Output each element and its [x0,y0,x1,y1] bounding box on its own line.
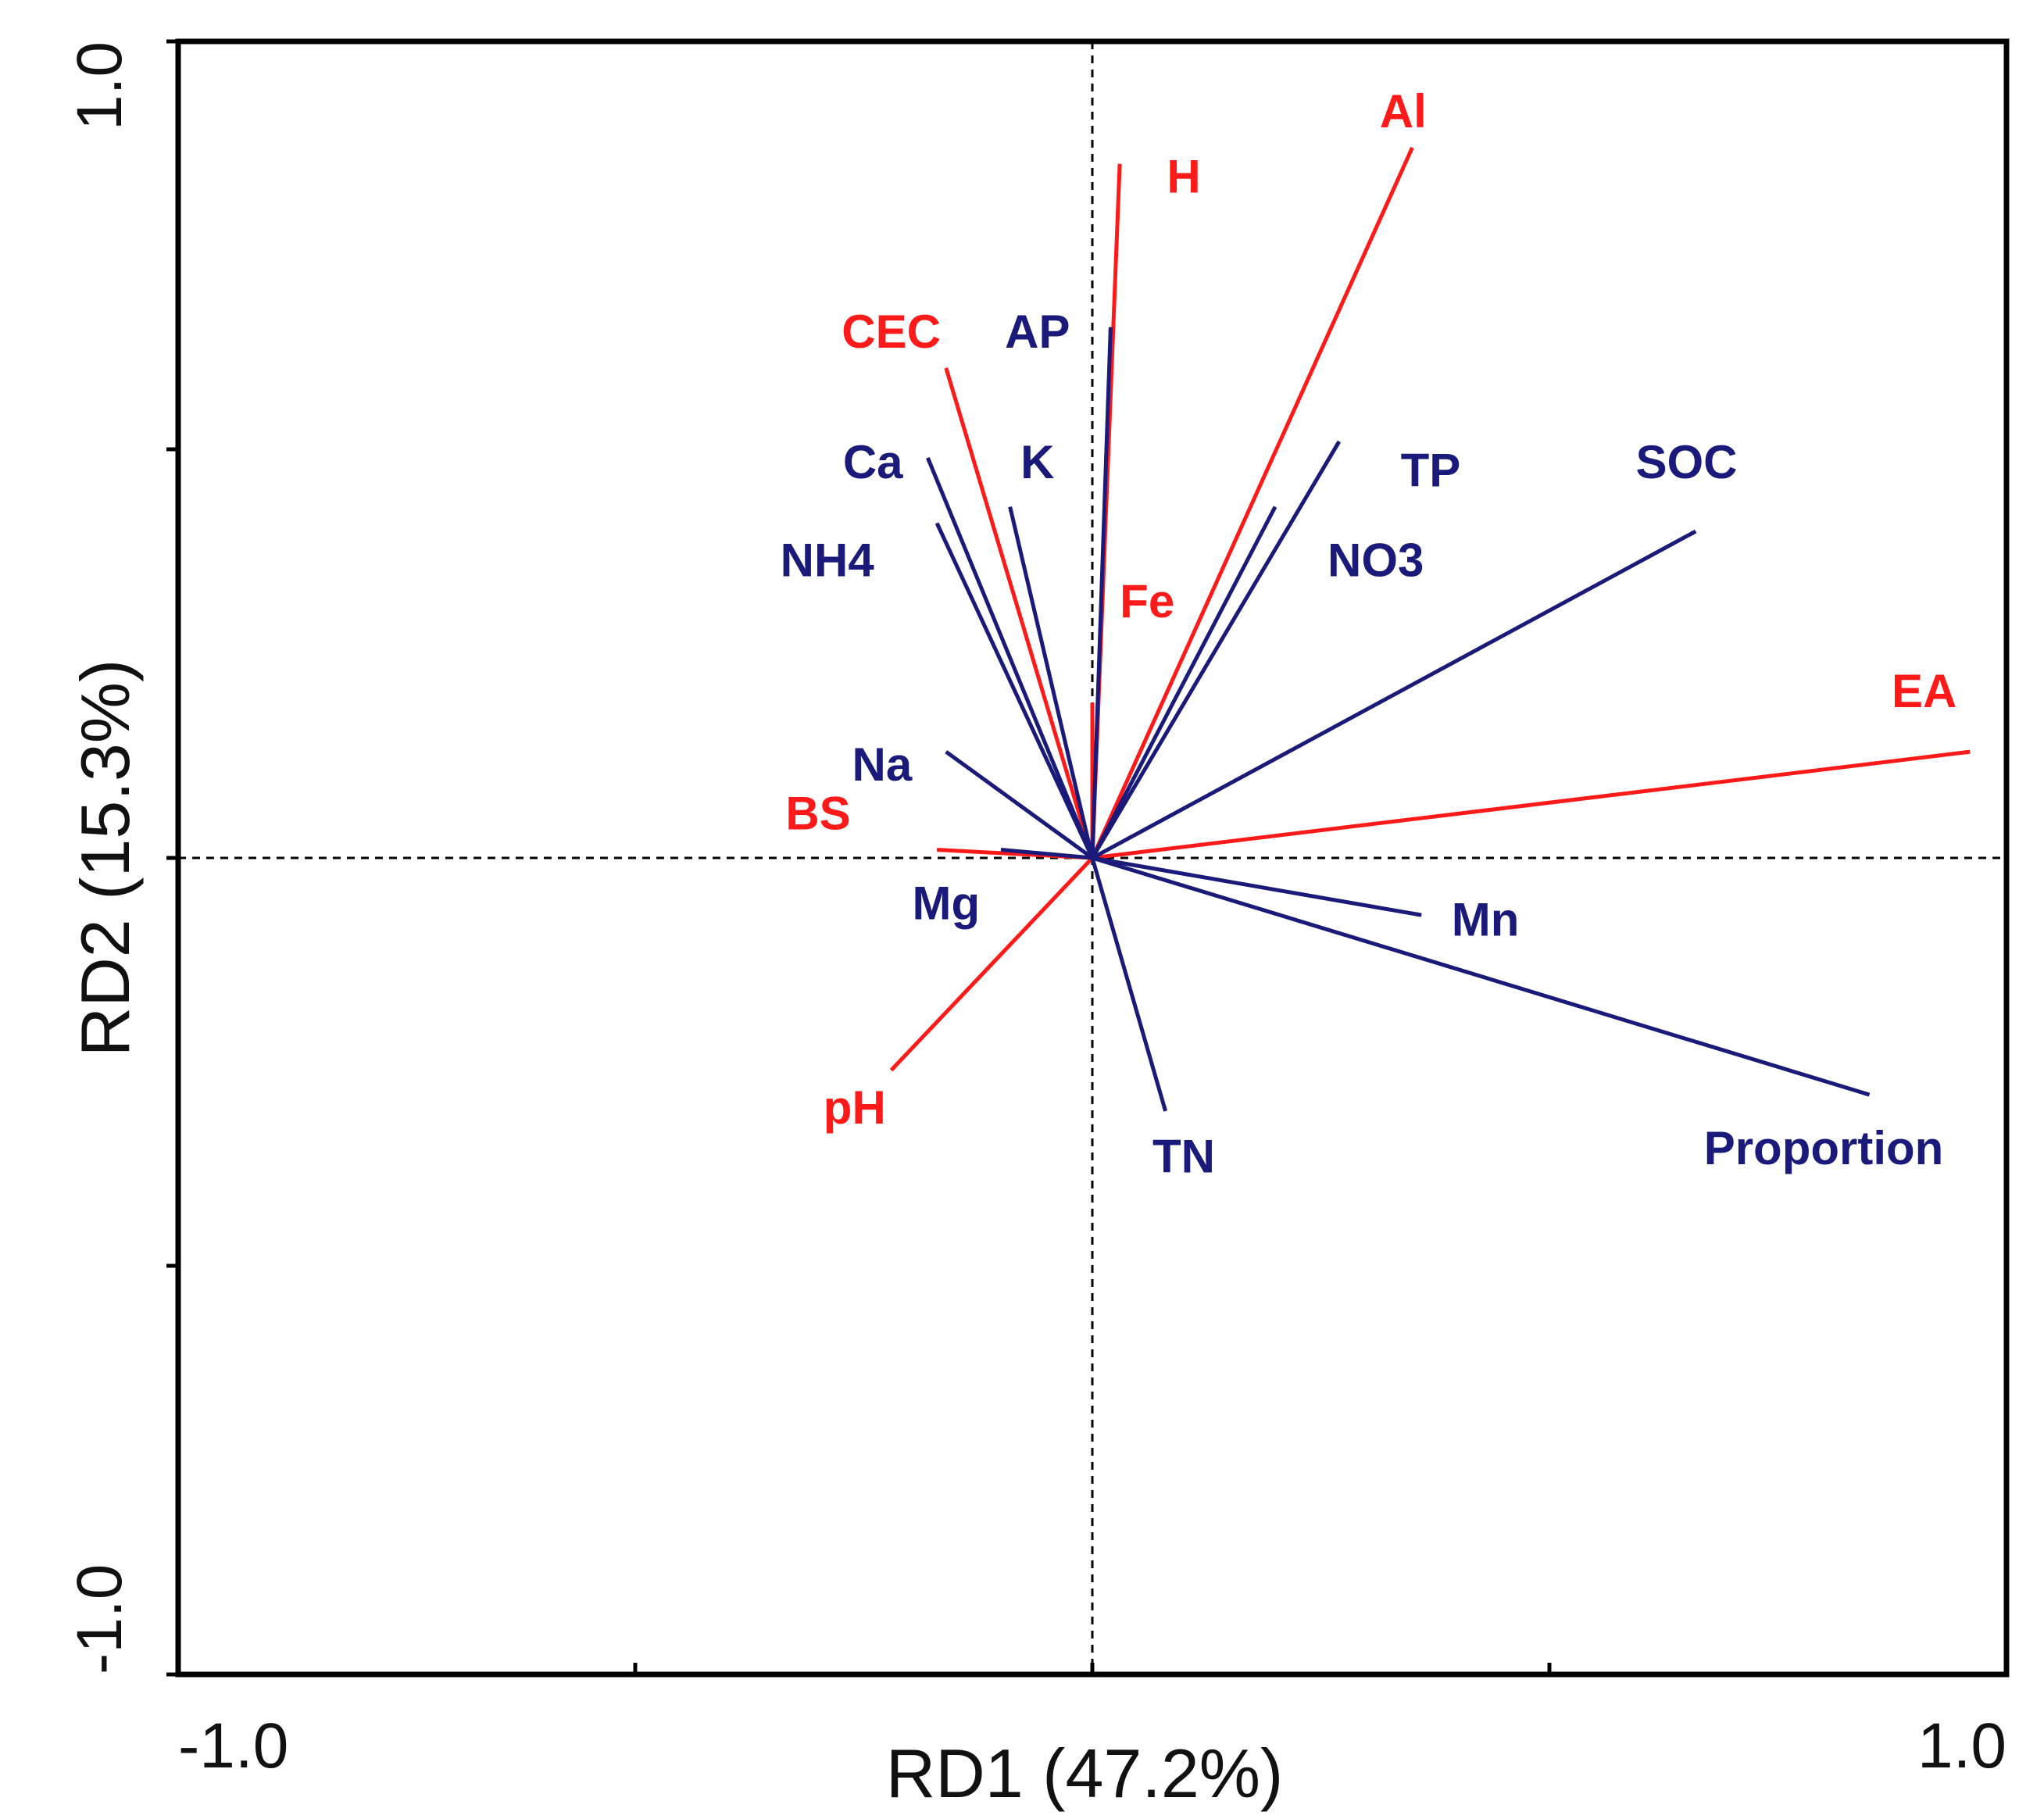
vector-arrow-cec [944,367,1095,859]
vector-label-ea: EA [1892,665,1956,717]
vector-arrow-al [1090,146,1414,859]
vector-label-fe: Fe [1120,575,1174,627]
vector-label-k: K [1020,436,1054,488]
vector-arrow-na [945,750,1094,860]
vector-arrow-ap [1090,327,1113,859]
vector-arrow-ea [1092,749,1971,860]
vector-label-proportion: Proportion [1704,1122,1944,1174]
vector-label-bs: BS [785,788,850,840]
vector-label-h: H [1167,150,1200,202]
vector-arrow-tp [1090,440,1342,859]
vector-arrow-ph [889,856,1094,1072]
y-axis-ticks [166,39,178,1677]
x-axis-ticks [176,1663,2009,1674]
y-axis-title: RD2 (15.3%) [66,659,144,1057]
y-tick-label-min: -1.0 [64,1564,135,1674]
vector-label-no3: NO3 [1328,534,1424,587]
vector-arrow-proportion [1092,856,1871,1097]
vector-label-tp: TP [1401,445,1461,497]
vector-label-tn: TN [1152,1130,1215,1182]
vector-label-ca: Ca [843,436,903,488]
vector-arrow-k [1008,506,1095,859]
vector-label-ap: AP [1005,306,1070,358]
vector-label-cec: CEC [842,306,941,358]
vector-arrow-nh4 [934,522,1095,859]
vector-arrow-mg [1000,848,1093,860]
y-tick-label-max: 1.0 [64,41,135,130]
vector-arrow-no3 [1090,506,1278,859]
vector-label-mg: Mg [912,877,980,930]
vector-label-mn: Mn [1452,893,1520,945]
vector-label-na: Na [852,738,913,791]
vector-arrow-ca [926,456,1095,859]
vector-label-al: Al [1380,85,1427,138]
x-axis-title: RD1 (47.2%) [886,1735,1284,1812]
vector-arrow-tn [1090,857,1168,1112]
x-tick-label-max: 1.0 [1917,1710,2006,1781]
x-tick-label-min: -1.0 [178,1710,288,1781]
biplot-vectors [889,146,1971,1112]
vector-label-soc: SOC [1635,436,1737,488]
vector-arrow-mn [1092,856,1422,917]
vector-arrow-soc [1091,529,1697,860]
biplot-vector-labels: H Al CEC Fe EA BS pH AP Ca K NH4 TP NO3 SOC Na Mg Mn TN Pr… [781,85,1957,1183]
vector-label-ph: pH [824,1081,886,1134]
vector-label-nh4: NH4 [781,534,875,587]
